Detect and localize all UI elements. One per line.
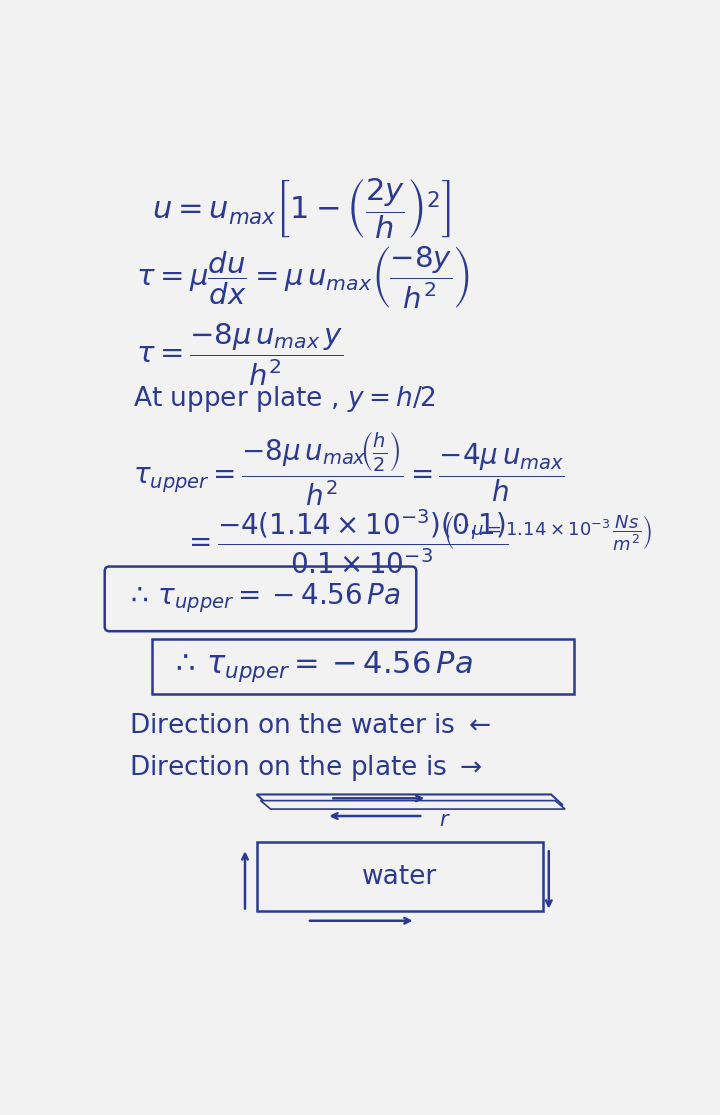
Text: $\tau_{upper} = \dfrac{-8\mu\, u_{max}\!\left(\frac{h}{2}\right)}{h^2} = \dfrac{: $\tau_{upper} = \dfrac{-8\mu\, u_{max}\!… (132, 430, 564, 507)
Polygon shape (261, 801, 565, 809)
Text: Direction on the water is $\leftarrow$: Direction on the water is $\leftarrow$ (129, 712, 490, 739)
Text: $= \dfrac{-4\left(1.14\times10^{-3}\right)\left(0.1\right)}{0.1\times10^{-3}}$: $= \dfrac{-4\left(1.14\times10^{-3}\righ… (183, 507, 508, 575)
Bar (256, 842, 544, 911)
Text: $\therefore\, \tau_{upper} = -4.56\, Pa$: $\therefore\, \tau_{upper} = -4.56\, Pa$ (170, 649, 472, 683)
Text: $\left(\because\mu = 1.14\times10^{-3}\,\dfrac{Ns}{m^2}\right)$: $\left(\because\mu = 1.14\times10^{-3}\,… (443, 513, 652, 552)
Text: At upper plate , $y = h/2$: At upper plate , $y = h/2$ (132, 384, 436, 414)
Polygon shape (256, 795, 563, 805)
FancyBboxPatch shape (104, 566, 416, 631)
Text: Direction on the plate is $\rightarrow$: Direction on the plate is $\rightarrow$ (129, 753, 482, 783)
Text: $u = u_{max}\left[1-\left(\dfrac{2y}{h}\right)^{2}\right]$: $u = u_{max}\left[1-\left(\dfrac{2y}{h}\… (152, 176, 451, 241)
Text: water: water (362, 864, 438, 890)
Text: $\tau = \mu\dfrac{du}{dx} = \mu\, u_{max}\left(\dfrac{-8y}{h^2}\right)$: $\tau = \mu\dfrac{du}{dx} = \mu\, u_{max… (137, 245, 471, 311)
Text: $\tau = \dfrac{-8\mu\, u_{max}\, y}{h^2}$: $\tau = \dfrac{-8\mu\, u_{max}\, y}{h^2}… (137, 322, 344, 388)
Text: $\therefore\, \tau_{upper} = -4.56\, Pa$: $\therefore\, \tau_{upper} = -4.56\, Pa$ (125, 581, 400, 614)
Text: $r$: $r$ (438, 809, 451, 830)
Bar (152, 639, 575, 695)
